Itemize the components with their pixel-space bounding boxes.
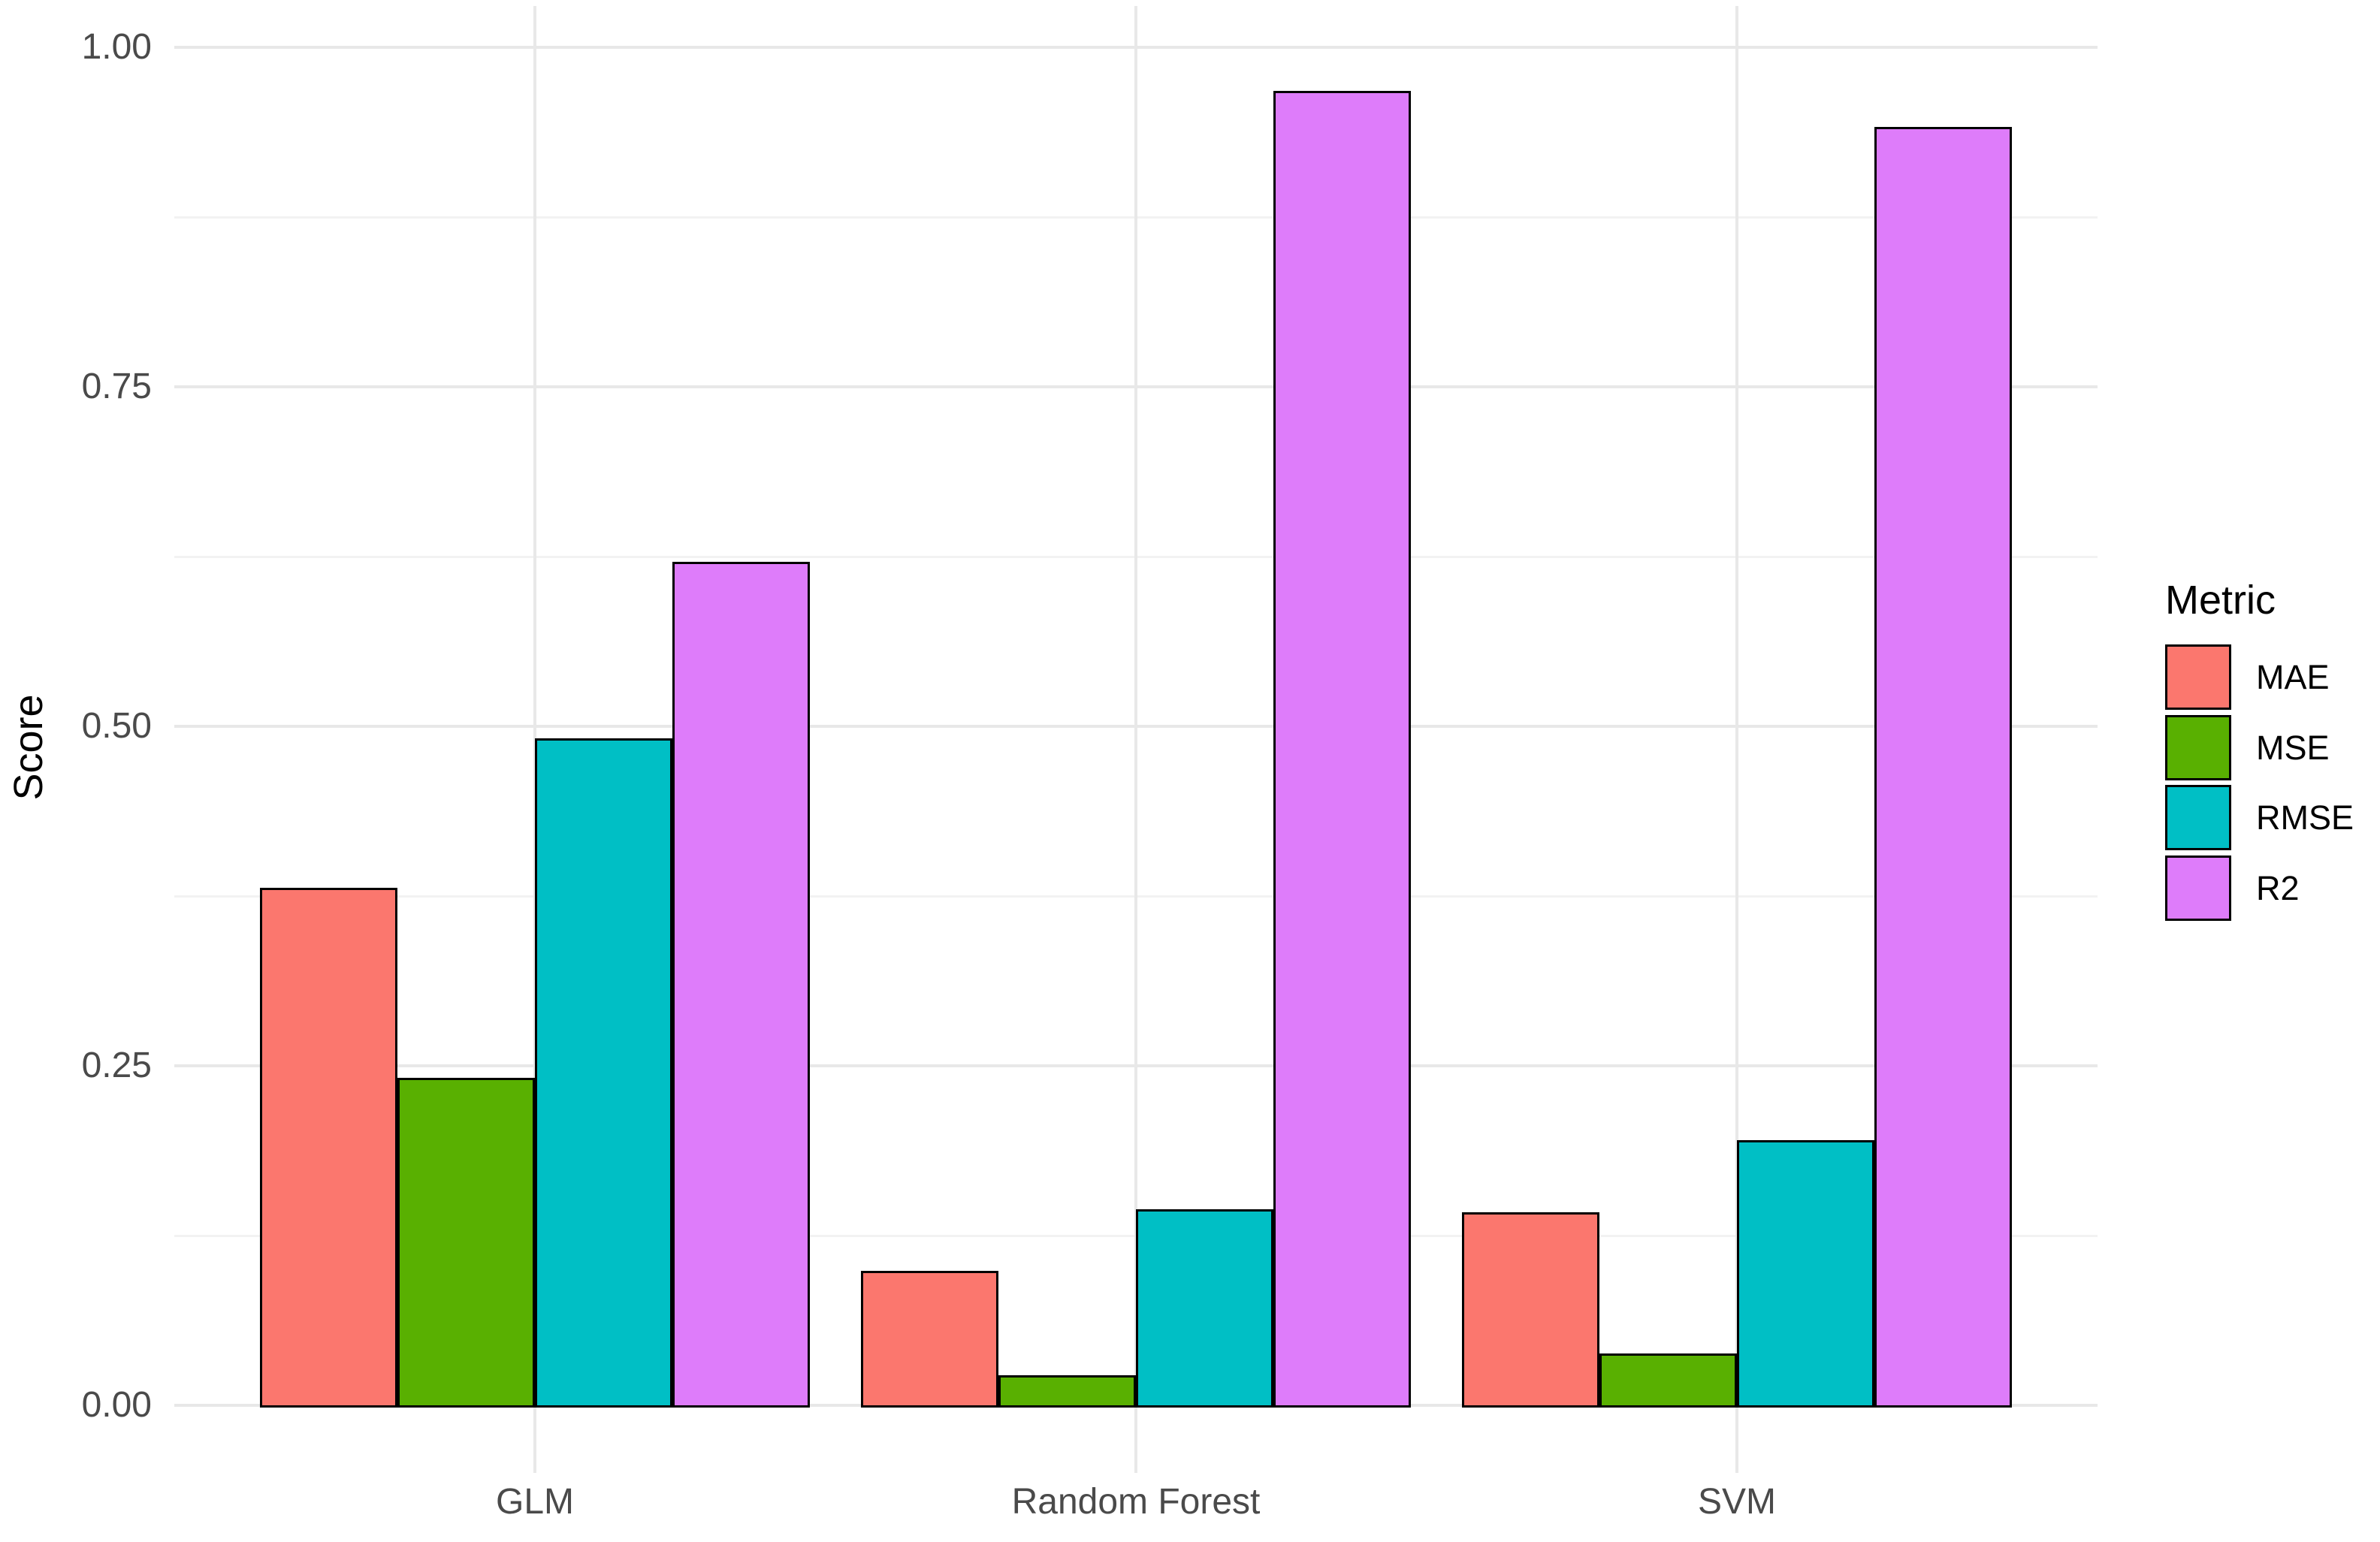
bar-svm-rmse xyxy=(1737,1140,1874,1408)
bar-svm-r2 xyxy=(1874,127,2012,1408)
bar-glm-r2 xyxy=(672,562,810,1408)
y-tick-label-1.00: 1.00 xyxy=(81,27,152,67)
legend-label-mse: MSE xyxy=(2256,728,2330,767)
legend-label-r2: R2 xyxy=(2256,868,2300,907)
bar-svm-mse xyxy=(1599,1353,1737,1408)
legend-label-mae: MAE xyxy=(2256,658,2330,696)
legend-key-mae xyxy=(2165,644,2231,710)
legend-key-r2 xyxy=(2165,855,2231,921)
legend-label-rmse: RMSE xyxy=(2256,798,2354,837)
bar-glm-mae xyxy=(260,887,397,1408)
legend-key-rmse xyxy=(2165,785,2231,850)
bar-svm-mae xyxy=(1462,1212,1599,1408)
legend-title: Metric xyxy=(2165,578,2276,623)
bar-glm-rmse xyxy=(535,738,672,1408)
x-tick-label-svm: SVM xyxy=(1697,1482,1776,1522)
bar-glm-mse xyxy=(397,1078,535,1408)
major-gridline-x-SVM xyxy=(1735,6,1738,1473)
x-tick-label-random-forest: Random Forest xyxy=(1011,1482,1261,1522)
legend-key-mse xyxy=(2165,714,2231,780)
y-tick-label-0.00: 0.00 xyxy=(81,1385,152,1425)
bar-random-forest-rmse xyxy=(1136,1209,1273,1408)
x-tick-label-glm: GLM xyxy=(495,1482,574,1522)
bar-random-forest-r2 xyxy=(1273,90,1411,1408)
y-tick-label-0.25: 0.25 xyxy=(81,1046,152,1085)
y-tick-label-0.75: 0.75 xyxy=(81,367,152,406)
y-axis-title: Score xyxy=(6,694,51,801)
bar-random-forest-mae xyxy=(861,1270,998,1408)
major-gridline-x-Random Forest xyxy=(1134,6,1137,1473)
bar-random-forest-mse xyxy=(998,1375,1136,1408)
y-tick-label-0.50: 0.50 xyxy=(81,706,152,746)
